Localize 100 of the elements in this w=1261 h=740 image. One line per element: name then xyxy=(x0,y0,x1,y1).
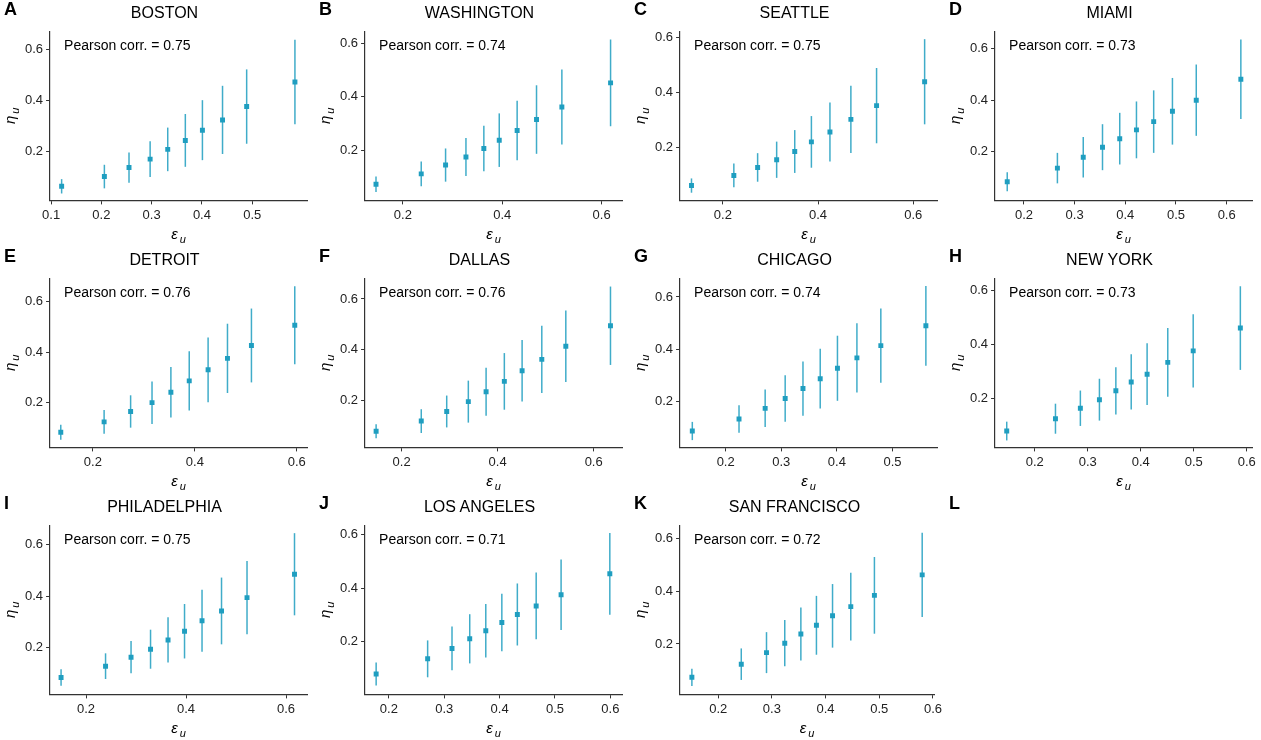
x-tick-label: 0.5 xyxy=(545,700,565,716)
x-tick-label: 0.5 xyxy=(870,700,889,716)
point xyxy=(1080,154,1086,160)
point xyxy=(467,636,473,642)
point xyxy=(165,146,171,152)
point xyxy=(608,80,614,86)
text: H xyxy=(949,245,962,266)
point xyxy=(147,156,153,162)
point xyxy=(443,162,449,168)
point xyxy=(418,418,424,424)
y-tick-label: 0.4 xyxy=(339,579,359,595)
y-tick-label: 0.2 xyxy=(339,633,359,649)
chart-title: WASHINGTON xyxy=(424,4,535,22)
y-tick-label: 0.2 xyxy=(24,638,44,654)
y-tick-label: 0.4 xyxy=(339,88,359,104)
y-tick-label: 0.4 xyxy=(654,582,674,598)
y-tick-label: 0.6 xyxy=(339,526,359,542)
point xyxy=(539,356,545,362)
x-tick-label: 0.4 xyxy=(809,206,828,222)
annotation: Pearson corr. = 0.71 xyxy=(379,531,506,548)
x-tick-label: 0.4 xyxy=(816,700,835,716)
point xyxy=(922,79,928,85)
point xyxy=(149,400,155,406)
point xyxy=(103,663,109,669)
point xyxy=(817,376,823,382)
point xyxy=(58,429,64,435)
annotation: Pearson corr. = 0.73 xyxy=(1009,37,1136,54)
y-tick-label: 0.6 xyxy=(24,40,44,56)
point xyxy=(764,650,769,656)
point xyxy=(514,612,520,617)
point xyxy=(1113,388,1119,394)
x-tick-label: 0.6 xyxy=(584,453,603,469)
y-tick-label: 0.6 xyxy=(969,40,989,56)
x-tick-label: 0.2 xyxy=(392,453,411,469)
x-tick-label: 0.2 xyxy=(1025,453,1044,469)
point xyxy=(501,378,507,384)
point xyxy=(1096,397,1102,403)
point xyxy=(1144,371,1150,377)
point xyxy=(463,154,469,160)
point xyxy=(496,137,502,143)
text: K xyxy=(634,492,647,513)
point xyxy=(1004,179,1010,185)
point xyxy=(182,628,188,634)
y-tick-label: 0.2 xyxy=(654,392,674,408)
point xyxy=(1117,136,1123,142)
annotation: Pearson corr. = 0.74 xyxy=(379,37,506,54)
chart-title: SEATTLE xyxy=(759,4,830,22)
point xyxy=(830,613,836,619)
x-tick-label: 0.5 xyxy=(883,453,902,469)
point xyxy=(1238,76,1244,82)
y-tick-label: 0.2 xyxy=(969,143,989,159)
y-tick-label: 0.6 xyxy=(24,293,44,309)
y-axis-title: ηu xyxy=(1,107,21,125)
point xyxy=(101,419,107,425)
point xyxy=(558,592,564,598)
point xyxy=(199,127,205,133)
point xyxy=(919,572,925,578)
point xyxy=(607,571,613,577)
chart-title: PHILADELPHIA xyxy=(107,498,223,516)
point xyxy=(1128,379,1134,385)
y-axis-title: ηu xyxy=(316,601,336,619)
x-tick-label: 0.6 xyxy=(287,453,306,469)
x-tick-label: 0.2 xyxy=(379,700,398,716)
point xyxy=(199,618,205,624)
point xyxy=(465,399,471,405)
y-tick-label: 0.4 xyxy=(969,336,989,352)
chart-title: BOSTON xyxy=(130,4,199,22)
chart-title: NEW YORK xyxy=(1066,251,1154,269)
y-tick-label: 0.4 xyxy=(24,92,44,107)
x-tick-label: 0.6 xyxy=(592,206,611,222)
y-axis-title: ηu xyxy=(1,601,21,619)
point xyxy=(1077,405,1083,411)
point xyxy=(559,104,565,110)
x-tick-label: 0.6 xyxy=(1237,453,1256,469)
y-tick-label: 0.4 xyxy=(654,340,674,356)
point xyxy=(128,409,134,414)
y-tick-label: 0.2 xyxy=(654,138,674,154)
point xyxy=(608,323,613,329)
point xyxy=(1151,119,1157,125)
chart-title: MIAMI xyxy=(1086,4,1133,22)
chart-title: CHICAGO xyxy=(757,251,832,269)
point xyxy=(499,620,505,625)
text: E xyxy=(4,245,17,266)
point xyxy=(425,656,431,662)
x-tick-label: 0.4 xyxy=(488,453,507,469)
point xyxy=(373,671,379,677)
text: J xyxy=(319,492,330,513)
chart-title: LOS ANGELES xyxy=(423,498,536,516)
y-axis-title: ηu xyxy=(631,107,651,125)
point xyxy=(534,117,539,123)
chart-title: DETROIT xyxy=(129,251,200,269)
point xyxy=(481,145,487,151)
x-tick-label: 0.4 xyxy=(827,453,846,469)
point xyxy=(755,164,761,170)
point xyxy=(244,104,250,110)
point xyxy=(813,622,819,628)
y-tick-label: 0.2 xyxy=(969,389,989,405)
y-tick-label: 0.6 xyxy=(654,28,674,44)
x-tick-label: 0.5 xyxy=(243,206,262,222)
point xyxy=(519,368,525,374)
